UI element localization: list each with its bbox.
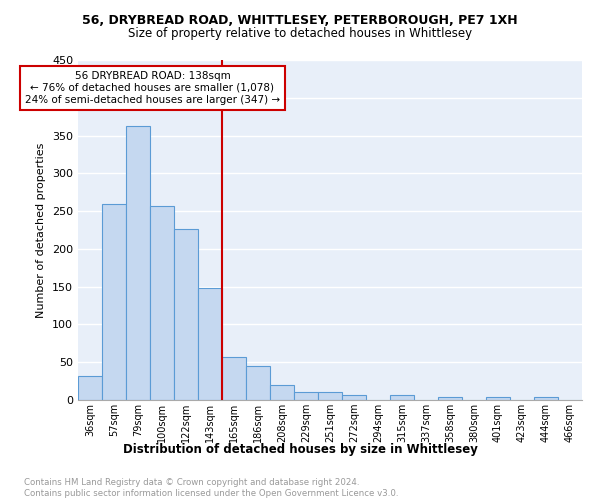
Bar xyxy=(270,385,294,400)
Bar xyxy=(486,397,510,400)
Bar xyxy=(222,357,246,400)
Bar xyxy=(534,397,558,400)
Text: Contains HM Land Registry data © Crown copyright and database right 2024.
Contai: Contains HM Land Registry data © Crown c… xyxy=(24,478,398,498)
Bar xyxy=(294,392,318,400)
Bar xyxy=(438,397,462,400)
Bar xyxy=(318,392,342,400)
Bar xyxy=(198,288,222,400)
Bar xyxy=(390,396,414,400)
Y-axis label: Number of detached properties: Number of detached properties xyxy=(37,142,46,318)
Text: Distribution of detached houses by size in Whittlesey: Distribution of detached houses by size … xyxy=(122,442,478,456)
Bar xyxy=(174,229,198,400)
Bar xyxy=(246,366,270,400)
Bar xyxy=(342,394,366,400)
Bar xyxy=(102,204,126,400)
Text: 56 DRYBREAD ROAD: 138sqm
← 76% of detached houses are smaller (1,078)
24% of sem: 56 DRYBREAD ROAD: 138sqm ← 76% of detach… xyxy=(25,72,280,104)
Bar xyxy=(78,376,102,400)
Bar xyxy=(150,206,174,400)
Bar xyxy=(126,126,150,400)
Text: 56, DRYBREAD ROAD, WHITTLESEY, PETERBOROUGH, PE7 1XH: 56, DRYBREAD ROAD, WHITTLESEY, PETERBORO… xyxy=(82,14,518,27)
Text: Size of property relative to detached houses in Whittlesey: Size of property relative to detached ho… xyxy=(128,28,472,40)
